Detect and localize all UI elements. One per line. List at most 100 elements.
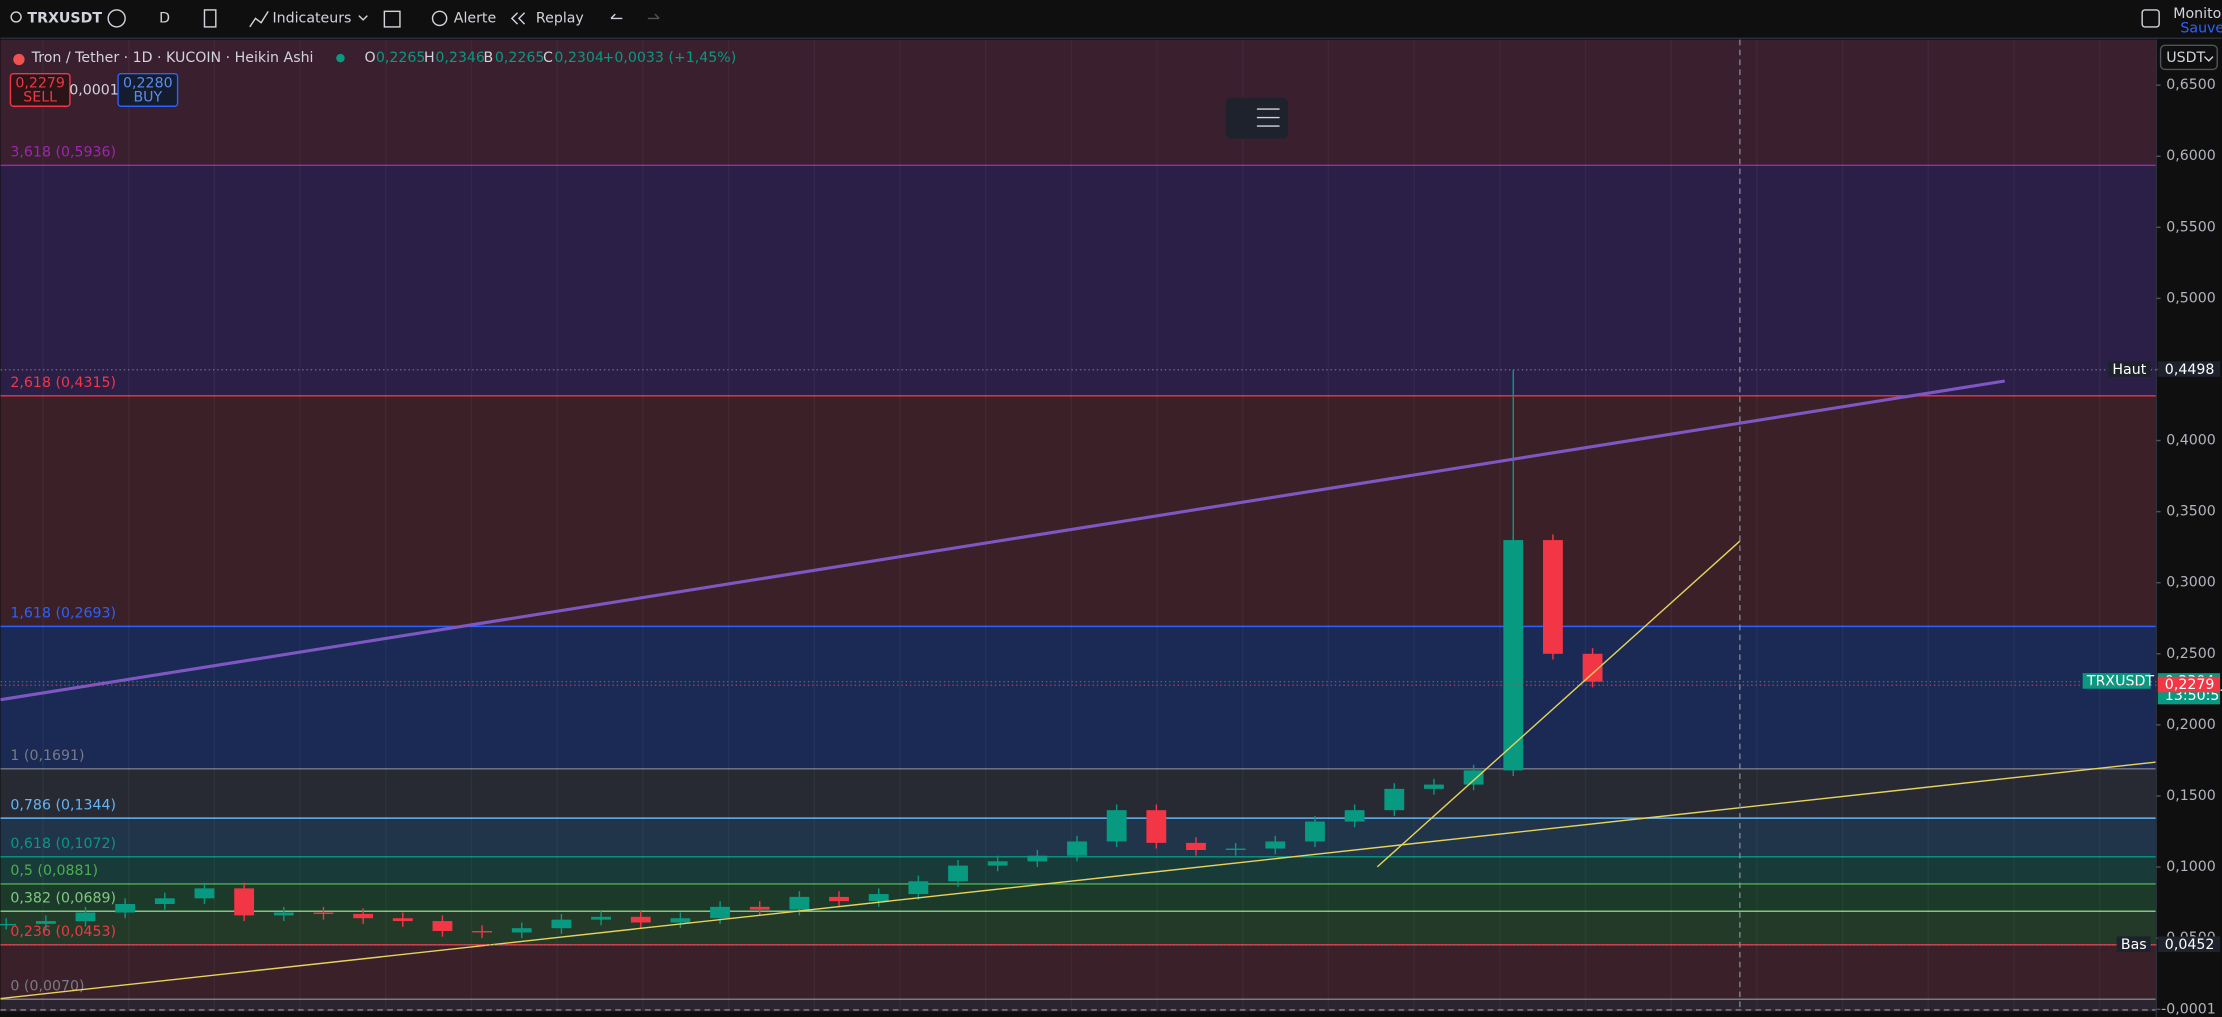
candle (194, 888, 215, 899)
symbol-logo (13, 53, 25, 66)
symbol[interactable]: TRXUSDT (27, 10, 102, 26)
candle (432, 921, 453, 932)
candle (868, 894, 889, 902)
candle (1067, 841, 1087, 856)
price-labels: 0,4498Haut0,230413:50:57TRXUSDT0,22790,0… (0, 361, 2222, 953)
name-tag (2108, 361, 2151, 377)
interval[interactable]: D (159, 10, 170, 26)
buy-button[interactable] (117, 72, 179, 107)
candle (630, 916, 651, 923)
price-tag-label: 0,0452 (2165, 937, 2215, 953)
redo[interactable] (647, 13, 660, 20)
y-tick-label: 0,3000 (2166, 575, 2216, 591)
currency: USDT (2166, 50, 2205, 66)
fib-label: 0,786 (0,1344) (10, 797, 116, 813)
candle (392, 918, 413, 922)
ohlc-key: B (484, 50, 494, 66)
fib-band (0, 856, 2157, 884)
layout-name[interactable]: Monitor (2173, 6, 2222, 22)
y-tick-label: 0,1000 (2166, 859, 2216, 875)
fib-band (0, 395, 2157, 627)
y-tick-label: 0,1500 (2166, 788, 2216, 804)
replay[interactable]: Replay (536, 10, 584, 26)
candle (1424, 784, 1444, 789)
ohlc-key: C (543, 50, 553, 66)
candle (1463, 770, 1484, 785)
y-tick-label: 0,6000 (2166, 148, 2216, 164)
y-tick-label: 0,4000 (2166, 433, 2216, 449)
trend-line[interactable] (0, 379, 2006, 702)
undo[interactable] (610, 13, 623, 20)
candle (511, 928, 532, 933)
chevron (358, 15, 368, 21)
candle (710, 906, 730, 919)
name-tag-label: Haut (2112, 362, 2146, 378)
fib-label: 0 (0,0070) (10, 979, 84, 995)
y-tick-label: 0,3500 (2166, 504, 2216, 520)
currency-select[interactable] (2159, 44, 2218, 71)
buy-label: BUY (133, 90, 162, 106)
fib-label: 1 (0,1691) (10, 748, 84, 764)
candle (1186, 842, 1206, 850)
ohlc-value: 0,2304 (554, 50, 604, 66)
templates[interactable] (383, 10, 401, 28)
chevron (2203, 56, 2214, 62)
trend-line[interactable] (0, 761, 2157, 1000)
add-symbol[interactable] (107, 9, 126, 28)
y-tick-label: 0,2000 (2166, 717, 2216, 733)
y-tick-label: -0,0001 (2161, 1001, 2216, 1017)
candle (1543, 540, 1563, 654)
chart-type[interactable] (203, 9, 217, 28)
fib-label: 0,236 (0,0453) (10, 924, 116, 940)
candle (1305, 821, 1325, 842)
candle (1384, 788, 1405, 811)
fib-band (0, 883, 2157, 912)
y-tick-label: 0,5500 (2166, 219, 2216, 235)
indicators[interactable]: Indicateurs (272, 10, 351, 26)
y-tick-label: 0,2500 (2166, 646, 2216, 662)
price-tag (2157, 676, 2221, 693)
candle (1344, 810, 1365, 822)
y-tick-label: 0,6500 (2166, 77, 2216, 93)
fib-bands: 3,618 (0,5936) 2,618 (0,4315) 1,618 (0,269… (0, 145, 2157, 1011)
toolbar (0, 0, 2222, 39)
trend-line[interactable] (1376, 540, 1741, 868)
sell-button[interactable] (9, 72, 71, 107)
alert[interactable]: Alerte (454, 10, 496, 26)
candle (1265, 841, 1286, 849)
sell-label: SELL (23, 90, 57, 106)
candle (1503, 540, 1524, 771)
fib-band (0, 944, 2157, 1000)
buy-price: 0,2280 (123, 76, 173, 92)
price-axis[interactable] (2156, 39, 2222, 1017)
candle (551, 919, 572, 929)
candle (1582, 653, 1603, 682)
fib-band (0, 768, 2157, 819)
candle (789, 896, 810, 910)
indicators-icon (249, 10, 269, 28)
fib-band (0, 626, 2157, 769)
alert-icon (431, 10, 448, 27)
candle (908, 881, 929, 895)
ohlc-key: O (365, 50, 376, 66)
candles (0, 369, 1603, 939)
candle (154, 898, 175, 905)
candle (987, 861, 1008, 866)
name-tag-label: Bas (2121, 937, 2147, 953)
candle (313, 912, 334, 914)
replay-icon (510, 12, 526, 25)
fib-label: 0,618 (0,1072) (10, 836, 116, 852)
candle (472, 931, 493, 933)
ohlc-value: 0,2346 (435, 50, 485, 66)
candle (948, 865, 968, 882)
save[interactable]: Sauvegar (2180, 20, 2222, 36)
drawing-settings (1256, 108, 1280, 127)
fib-label: 1,618 (0,2693) (10, 606, 116, 622)
name-tag-label: TRXUSDT (2086, 674, 2154, 690)
fib-label: 2,618 (0,4315) (10, 375, 116, 391)
ohlc-value: 0,2265 (495, 50, 545, 66)
ohlc-value: 0,2265 (376, 50, 426, 66)
price-tag (2157, 936, 2221, 953)
